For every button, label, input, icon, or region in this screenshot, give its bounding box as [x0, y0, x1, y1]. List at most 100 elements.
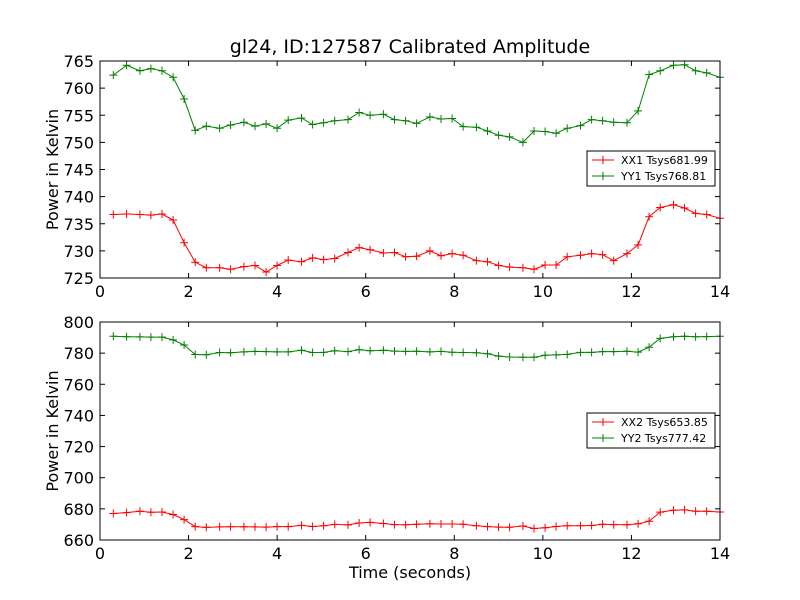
data-point: [284, 522, 293, 531]
data-point: [412, 520, 421, 529]
data-point: [412, 252, 421, 261]
x-tick-label: 4: [272, 544, 282, 563]
data-point: [355, 345, 364, 354]
data-point: [609, 118, 618, 127]
data-point: [215, 348, 224, 357]
data-point: [262, 119, 271, 128]
data-point: [379, 249, 388, 257]
data-point: [202, 350, 211, 359]
data-point: [344, 347, 352, 356]
series-yy2: [109, 332, 724, 362]
data-point: [122, 332, 131, 341]
data-point: [437, 251, 445, 260]
x-tick-label: 10: [533, 544, 553, 563]
data-point: [518, 263, 527, 272]
data-point: [563, 521, 572, 530]
data-point: [390, 115, 399, 124]
data-point: [366, 346, 375, 355]
data-point: [401, 520, 410, 529]
data-point: [239, 347, 248, 356]
data-point: [284, 116, 293, 125]
data-point: [425, 246, 434, 255]
data-point: [598, 520, 607, 529]
legend-label: YY2 Tsys777.42: [620, 432, 706, 445]
legend-label: XX1 Tsys681.99: [621, 154, 708, 167]
data-point: [366, 111, 375, 120]
data-point: [563, 252, 572, 261]
data-point: [202, 122, 211, 131]
data-point: [459, 122, 468, 131]
data-point: [609, 520, 618, 529]
data-point: [680, 332, 689, 341]
data-point: [656, 334, 665, 343]
data-point: [379, 110, 388, 119]
data-point: [308, 253, 317, 262]
data-point: [680, 60, 689, 69]
data-point: [330, 116, 339, 125]
data-point: [215, 522, 224, 531]
data-point: [563, 350, 572, 359]
data-point: [448, 114, 457, 123]
data-point: [691, 507, 700, 516]
data-point: [109, 509, 118, 518]
data-point: [691, 332, 700, 341]
y-tick-label: 745: [63, 161, 94, 180]
chart-title: gl24, ID:127587 Calibrated Amplitude: [230, 36, 590, 58]
data-point: [587, 521, 596, 530]
y-tick-label: 740: [63, 406, 94, 425]
x-tick-label: 12: [621, 544, 641, 563]
data-point: [530, 127, 538, 135]
data-point: [180, 95, 189, 103]
data-point: [563, 124, 572, 133]
data-point: [437, 347, 445, 356]
legend-label: XX2 Tsys653.85: [621, 416, 708, 429]
data-point: [308, 120, 317, 129]
data-point: [330, 520, 339, 529]
data-point: [273, 124, 282, 133]
data-point: [448, 520, 457, 528]
data-point: [530, 265, 538, 274]
data-point: [656, 66, 665, 75]
data-point: [518, 353, 527, 362]
data-point: [645, 70, 654, 79]
data-point: [669, 506, 678, 515]
data-point: [191, 126, 200, 135]
data-point: [702, 507, 711, 516]
data-point: [226, 121, 235, 129]
data-point: [344, 520, 352, 529]
data-point: [505, 523, 514, 532]
data-point: [494, 523, 503, 532]
data-point: [379, 519, 388, 528]
y-tick-label: 735: [63, 215, 94, 234]
y-tick-label: 760: [63, 79, 94, 98]
data-point: [379, 346, 388, 355]
y-tick-label: 760: [63, 375, 94, 394]
data-point: [459, 520, 468, 529]
data-point: [656, 508, 665, 517]
y-tick-label: 750: [63, 133, 94, 152]
data-point: [158, 508, 166, 516]
data-point: [239, 522, 248, 531]
data-point: [215, 124, 224, 133]
data-point: [702, 68, 711, 77]
legend-marker: [599, 434, 607, 442]
data-point: [448, 348, 457, 357]
data-point: [505, 263, 514, 272]
data-point: [401, 252, 410, 261]
legend-marker: [599, 418, 607, 426]
data-point: [169, 335, 178, 344]
y-tick-label: 800: [63, 313, 94, 332]
data-point: [135, 332, 144, 341]
y-tick-label: 680: [63, 500, 94, 519]
series-yy1: [109, 60, 724, 147]
data-point: [412, 119, 421, 128]
data-point: [576, 521, 585, 530]
data-point: [494, 131, 503, 140]
data-point: [273, 347, 282, 356]
data-point: [239, 262, 248, 271]
x-tick-label: 8: [449, 282, 459, 301]
x-tick-label: 12: [621, 282, 641, 301]
data-point: [191, 522, 200, 531]
data-point: [344, 248, 352, 257]
